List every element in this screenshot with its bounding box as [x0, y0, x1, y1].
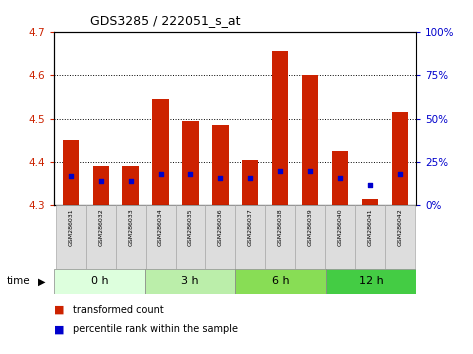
Bar	[205, 205, 235, 269]
Point	[157, 171, 164, 177]
Text: ▶: ▶	[38, 276, 45, 286]
Text: time: time	[7, 276, 31, 286]
Bar	[392, 112, 408, 205]
Point	[246, 175, 254, 181]
Bar	[265, 205, 295, 269]
Bar	[212, 125, 228, 205]
Text: GSM286034: GSM286034	[158, 209, 163, 246]
Bar	[295, 205, 325, 269]
Bar	[152, 99, 169, 205]
Bar	[175, 205, 205, 269]
Bar	[54, 269, 145, 294]
Text: GSM286038: GSM286038	[278, 209, 283, 246]
Text: GSM286041: GSM286041	[368, 209, 372, 246]
Point	[67, 173, 75, 179]
Bar	[93, 166, 109, 205]
Text: 12 h: 12 h	[359, 276, 384, 286]
Text: GSM286031: GSM286031	[68, 209, 73, 246]
Bar	[182, 121, 199, 205]
Point	[307, 168, 314, 173]
Point	[127, 178, 134, 184]
Text: GSM286037: GSM286037	[248, 209, 253, 246]
Text: GDS3285 / 222051_s_at: GDS3285 / 222051_s_at	[90, 14, 241, 27]
Bar	[362, 199, 378, 205]
Bar	[302, 75, 318, 205]
Point	[187, 171, 194, 177]
Bar	[272, 51, 289, 205]
Text: 6 h: 6 h	[272, 276, 289, 286]
Bar	[242, 160, 258, 205]
Bar	[123, 166, 139, 205]
Text: ■: ■	[54, 324, 65, 334]
Text: GSM286036: GSM286036	[218, 209, 223, 246]
Bar	[355, 205, 385, 269]
Point	[336, 175, 344, 181]
Point	[276, 168, 284, 173]
Point	[97, 178, 105, 184]
Bar	[56, 205, 86, 269]
Text: GSM286042: GSM286042	[397, 209, 403, 246]
Bar	[235, 269, 326, 294]
Text: ■: ■	[54, 305, 65, 315]
Text: percentile rank within the sample: percentile rank within the sample	[73, 324, 238, 334]
Bar	[146, 205, 175, 269]
Text: GSM286040: GSM286040	[337, 209, 342, 246]
Bar	[116, 205, 146, 269]
Text: GSM286033: GSM286033	[128, 209, 133, 246]
Text: GSM286035: GSM286035	[188, 209, 193, 246]
Point	[366, 182, 374, 187]
Point	[217, 175, 224, 181]
Bar	[385, 205, 415, 269]
Text: GSM286039: GSM286039	[307, 209, 313, 246]
Bar	[62, 140, 79, 205]
Bar	[325, 205, 355, 269]
Bar	[235, 205, 265, 269]
Text: transformed count: transformed count	[73, 305, 164, 315]
Bar	[332, 151, 348, 205]
Bar	[326, 269, 416, 294]
Text: GSM286032: GSM286032	[98, 209, 103, 246]
Bar	[145, 269, 235, 294]
Text: 3 h: 3 h	[181, 276, 199, 286]
Text: 0 h: 0 h	[91, 276, 108, 286]
Point	[396, 171, 403, 177]
Bar	[86, 205, 116, 269]
